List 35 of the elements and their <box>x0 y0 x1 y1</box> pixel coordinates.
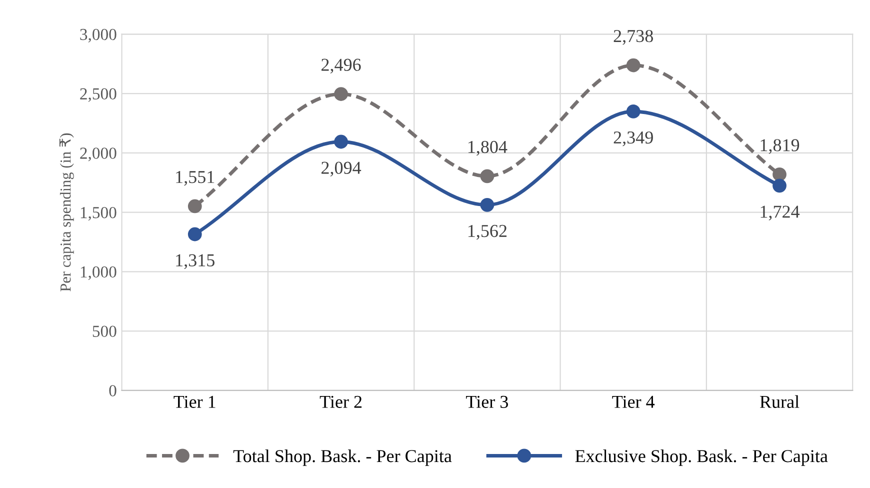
point <box>626 104 640 118</box>
y-axis-title: Per capita spending (in ₹) <box>59 133 74 292</box>
point <box>480 198 494 212</box>
x-tick-label: Tier 2 <box>320 396 362 408</box>
point <box>188 199 202 214</box>
data-label: 1,819 <box>760 139 800 154</box>
point <box>772 167 786 182</box>
y-tick-label: 2,500 <box>80 88 116 102</box>
x-tick-label: Tier 4 <box>612 396 655 408</box>
legend-label: Exclusive Shop. Bask. - Per Capita <box>575 450 828 466</box>
point <box>480 169 494 184</box>
y-tick-label: 3,000 <box>80 28 116 43</box>
y-tick-label: 500 <box>92 326 116 337</box>
y-tick-label: 1,000 <box>80 266 116 280</box>
point <box>772 178 786 193</box>
legend-label: Total Shop. Bask. - Per Capita <box>233 450 452 466</box>
y-tick-label: 2,000 <box>80 148 116 162</box>
data-label: 1,315 <box>176 254 214 269</box>
point <box>334 87 348 101</box>
data-label: 1,724 <box>760 206 800 220</box>
data-label: 1,804 <box>468 140 508 156</box>
point <box>334 134 348 149</box>
x-tick-label: Tier 1 <box>174 396 216 408</box>
point <box>188 227 202 242</box>
y-tick-label: 0 <box>109 385 116 396</box>
data-label: 2,496 <box>322 58 361 74</box>
x-tick-label: Tier 3 <box>466 396 508 408</box>
data-label: 1,551 <box>176 171 214 186</box>
data-label: 2,738 <box>614 30 653 45</box>
x-tick-label: Rural <box>760 395 800 408</box>
data-label: 2,349 <box>614 131 653 146</box>
y-tick-label: 1,500 <box>80 206 116 221</box>
data-label: 1,562 <box>468 224 507 240</box>
data-label: 2,094 <box>322 162 362 176</box>
point <box>626 58 640 72</box>
